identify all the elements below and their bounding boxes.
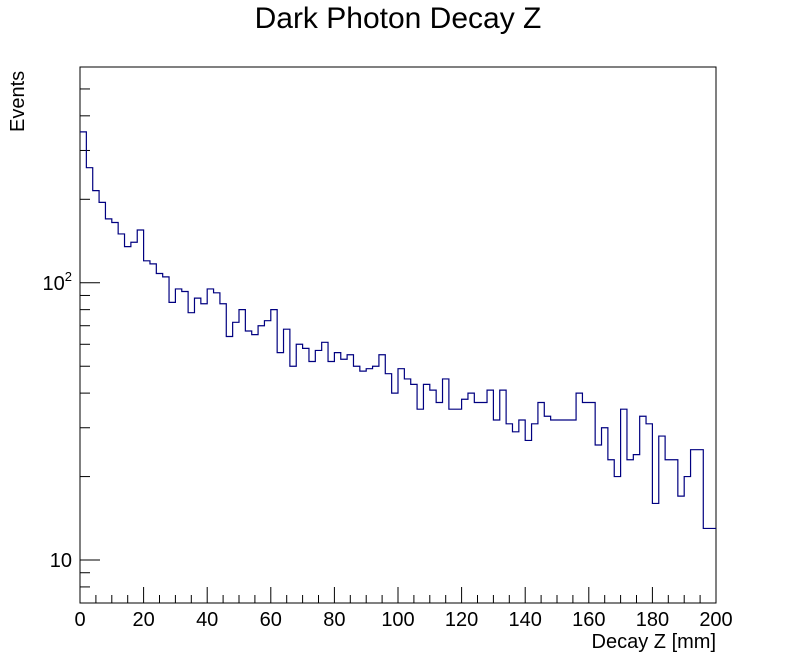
chart-title: Dark Photon Decay Z <box>254 2 542 35</box>
x-tick-label: 140 <box>509 609 542 631</box>
histogram-line <box>80 131 716 530</box>
tick-labels: 0 20 40 60 80 100 120 140 160 180 200 10 102 <box>43 269 733 631</box>
y-tick-label: 102 <box>43 269 72 295</box>
x-tick-label: 100 <box>381 609 414 631</box>
x-axis-label: Decay Z [mm] <box>591 631 716 653</box>
x-tick-label: 200 <box>699 609 732 631</box>
x-tick-label: 160 <box>572 609 605 631</box>
x-tick-label: 60 <box>260 609 282 631</box>
x-tick-label: 0 <box>74 609 85 631</box>
x-tick-label: 80 <box>323 609 345 631</box>
x-tick-label: 180 <box>636 609 669 631</box>
plot-frame <box>79 66 717 604</box>
y-tick-label: 10 <box>50 550 72 572</box>
x-tick-label: 20 <box>132 609 154 631</box>
axis-ticks <box>79 66 717 604</box>
x-tick-label: 120 <box>445 609 478 631</box>
x-tick-label: 40 <box>196 609 218 631</box>
